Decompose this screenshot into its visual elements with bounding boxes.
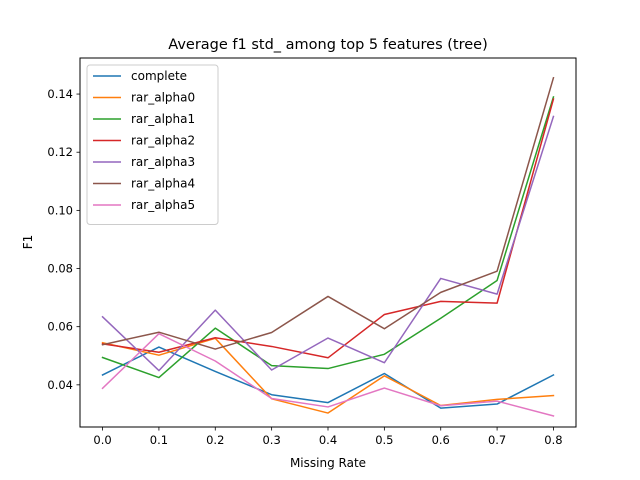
- x-tick-label: 0.8: [544, 433, 562, 447]
- legend-box: [86, 64, 219, 225]
- x-tick-label: 0.2: [206, 433, 224, 447]
- y-tick-label: 0.08: [47, 262, 73, 276]
- y-axis-label: F1: [21, 235, 35, 250]
- chart-title: Average f1 std_ among top 5 features (tr…: [168, 37, 487, 53]
- y-tick-label: 0.06: [47, 320, 73, 334]
- x-tick-label: 0.5: [375, 433, 393, 447]
- x-tick-label: 0.3: [262, 433, 280, 447]
- y-tick-label: 0.12: [47, 145, 73, 159]
- y-tick-label: 0.04: [47, 378, 73, 392]
- series-line-rar_alpha5: [101, 332, 555, 417]
- y-tick-label: 0.14: [47, 87, 73, 101]
- x-axis: 0.0 0.1 0.2 0.3 0.4 0.5 0.6 0.7 0.8: [93, 427, 563, 447]
- series-line-rar_alpha4: [101, 76, 555, 350]
- x-tick-label: 0.4: [319, 433, 337, 447]
- y-tick-label: 0.10: [47, 203, 73, 217]
- x-axis-label: Missing Rate: [290, 456, 366, 470]
- series-line-rar_alpha1: [101, 96, 555, 379]
- legend-label-rar_alpha5: rar_alpha5: [131, 198, 195, 212]
- x-tick-label: 0.7: [488, 433, 506, 447]
- legend: complete rar_alpha0 rar_alpha1 rar_alpha2ra…: [86, 64, 219, 225]
- y-axis: 0.04 0.06 0.08 0.10 0.12 0.14: [47, 87, 80, 392]
- legend-label-rar_alpha4: rar_alpha4: [131, 177, 195, 191]
- x-tick-label: 0.1: [150, 433, 168, 447]
- plot-lines: [101, 76, 555, 417]
- legend-label-rar_alpha3: rar_alpha3: [131, 155, 195, 169]
- series-line-rar_alpha3: [101, 115, 555, 372]
- series-line-complete: [101, 346, 555, 409]
- legend-label-rar_alpha0: rar_alpha0: [131, 91, 195, 105]
- legend-label-rar_alpha1: rar_alpha1: [131, 112, 195, 126]
- legend-label-rar_alpha2: rar_alpha2: [131, 134, 195, 148]
- x-tick-label: 0.0: [93, 433, 111, 447]
- series-line-rar_alpha2: [101, 98, 555, 359]
- x-tick-label: 0.6: [432, 433, 450, 447]
- legend-label-complete: complete: [131, 69, 187, 83]
